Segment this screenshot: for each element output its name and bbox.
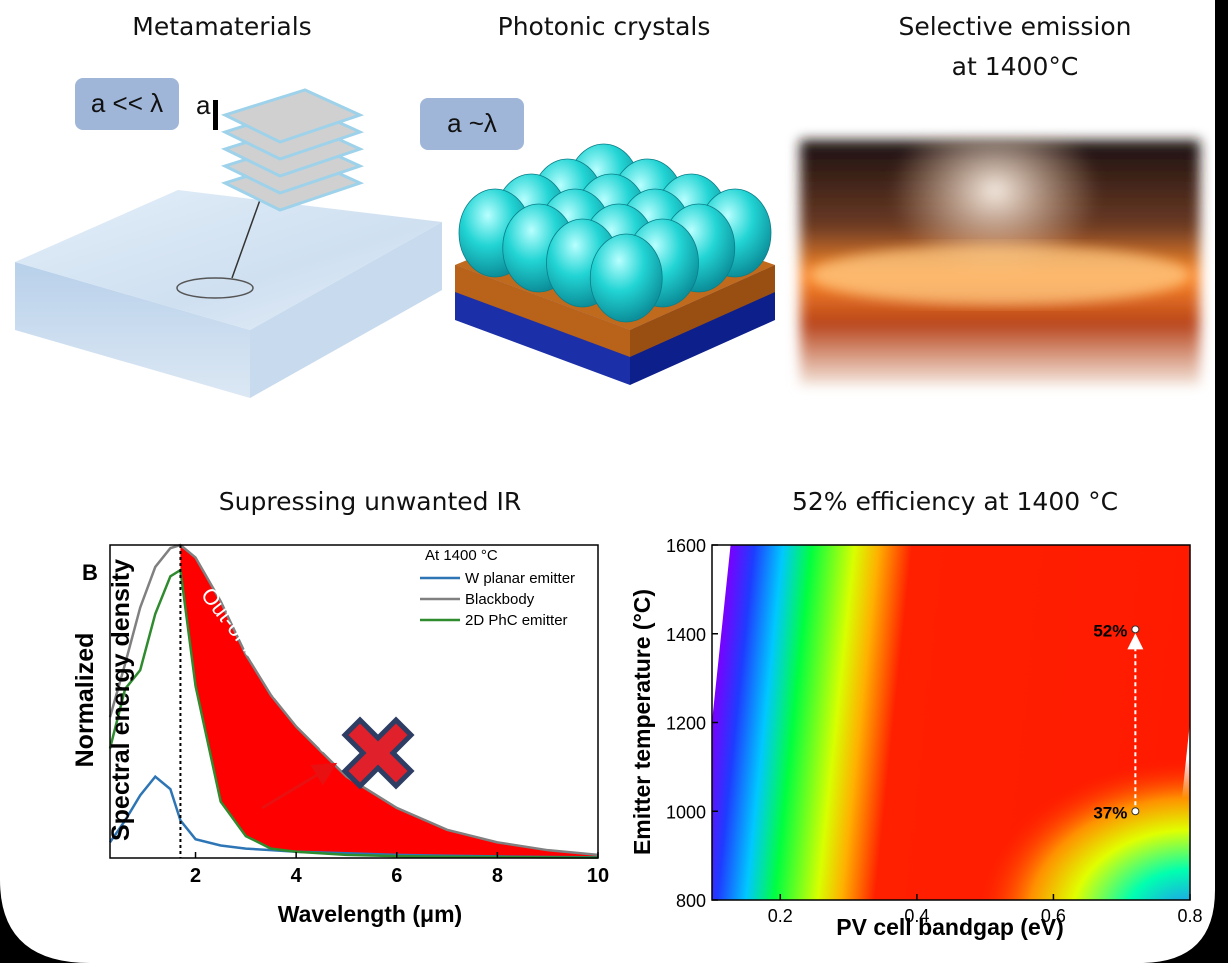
scale-label: a (196, 90, 211, 120)
illustration-title: Metamaterials (132, 12, 311, 41)
x-tick-label: 8 (492, 865, 503, 887)
efficiency-point (1131, 807, 1140, 816)
panel-label: B (82, 560, 98, 585)
x-tick-label: 10 (587, 865, 609, 887)
x-tick-label: 0.6 (1041, 906, 1066, 926)
plot-frame (109, 544, 599, 859)
y-tick-label: 1000 (666, 802, 706, 822)
heatmap-corner (712, 545, 1190, 900)
y-tick-label: 1600 (666, 536, 706, 556)
annotation-arrow (261, 762, 338, 810)
metamaterial-illustration: a << λ a (15, 78, 442, 398)
y-axis-label: Spectral energy density (107, 559, 135, 841)
x-tick-label: 0.4 (904, 906, 929, 926)
reject-icon (341, 716, 415, 790)
chart-title: Supressing unwanted IR (219, 487, 521, 516)
y-tick-label: 1400 (666, 625, 706, 645)
y-axis-label: Emitter temperature (°C) (629, 589, 655, 855)
scale-label: a << λ (91, 88, 163, 118)
photonic-crystal-illustration: a ~λ (420, 98, 775, 385)
layer (220, 88, 365, 144)
illustration-title: Selective emission (898, 12, 1131, 41)
x-tick-label: 0.2 (768, 906, 793, 926)
chart-title: 52% efficiency at 1400 °C (792, 487, 1118, 516)
value-label: 37% (1093, 803, 1127, 822)
out-of-band-area (180, 545, 598, 858)
x-tick-label: 0.8 (1177, 906, 1202, 926)
value-label: 52% (1093, 621, 1127, 640)
y-axis-label: Normalized (71, 633, 99, 768)
illustration-title: at 1400°C (952, 52, 1079, 81)
legend-label: Blackbody (465, 591, 535, 608)
x-tick-label: 2 (190, 865, 201, 887)
scale-label: a ~λ (447, 108, 497, 138)
x-axis-label: PV cell bandgap (eV) (836, 914, 1064, 940)
x-axis-label: Wavelength (μm) (278, 901, 462, 927)
legend-title: At 1400 °C (425, 547, 498, 564)
y-tick-label: 1200 (666, 714, 706, 734)
efficiency-point (1131, 625, 1140, 634)
series-line (108, 567, 599, 859)
illustration-title: Photonic crystals (498, 12, 711, 41)
x-tick-label: 4 (291, 865, 303, 887)
legend-label: 2D PhC emitter (465, 612, 568, 629)
sphere (589, 233, 663, 323)
heatmap (712, 545, 1190, 900)
x-tick-label: 6 (391, 865, 402, 887)
series-line (108, 543, 599, 857)
legend-label: W planar emitter (465, 570, 575, 587)
y-tick-label: 800 (676, 891, 706, 911)
emission-photo (800, 140, 1200, 385)
